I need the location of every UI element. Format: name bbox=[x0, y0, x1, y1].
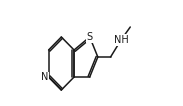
Text: NH: NH bbox=[114, 35, 128, 45]
Text: S: S bbox=[87, 32, 93, 42]
Text: N: N bbox=[41, 72, 48, 82]
